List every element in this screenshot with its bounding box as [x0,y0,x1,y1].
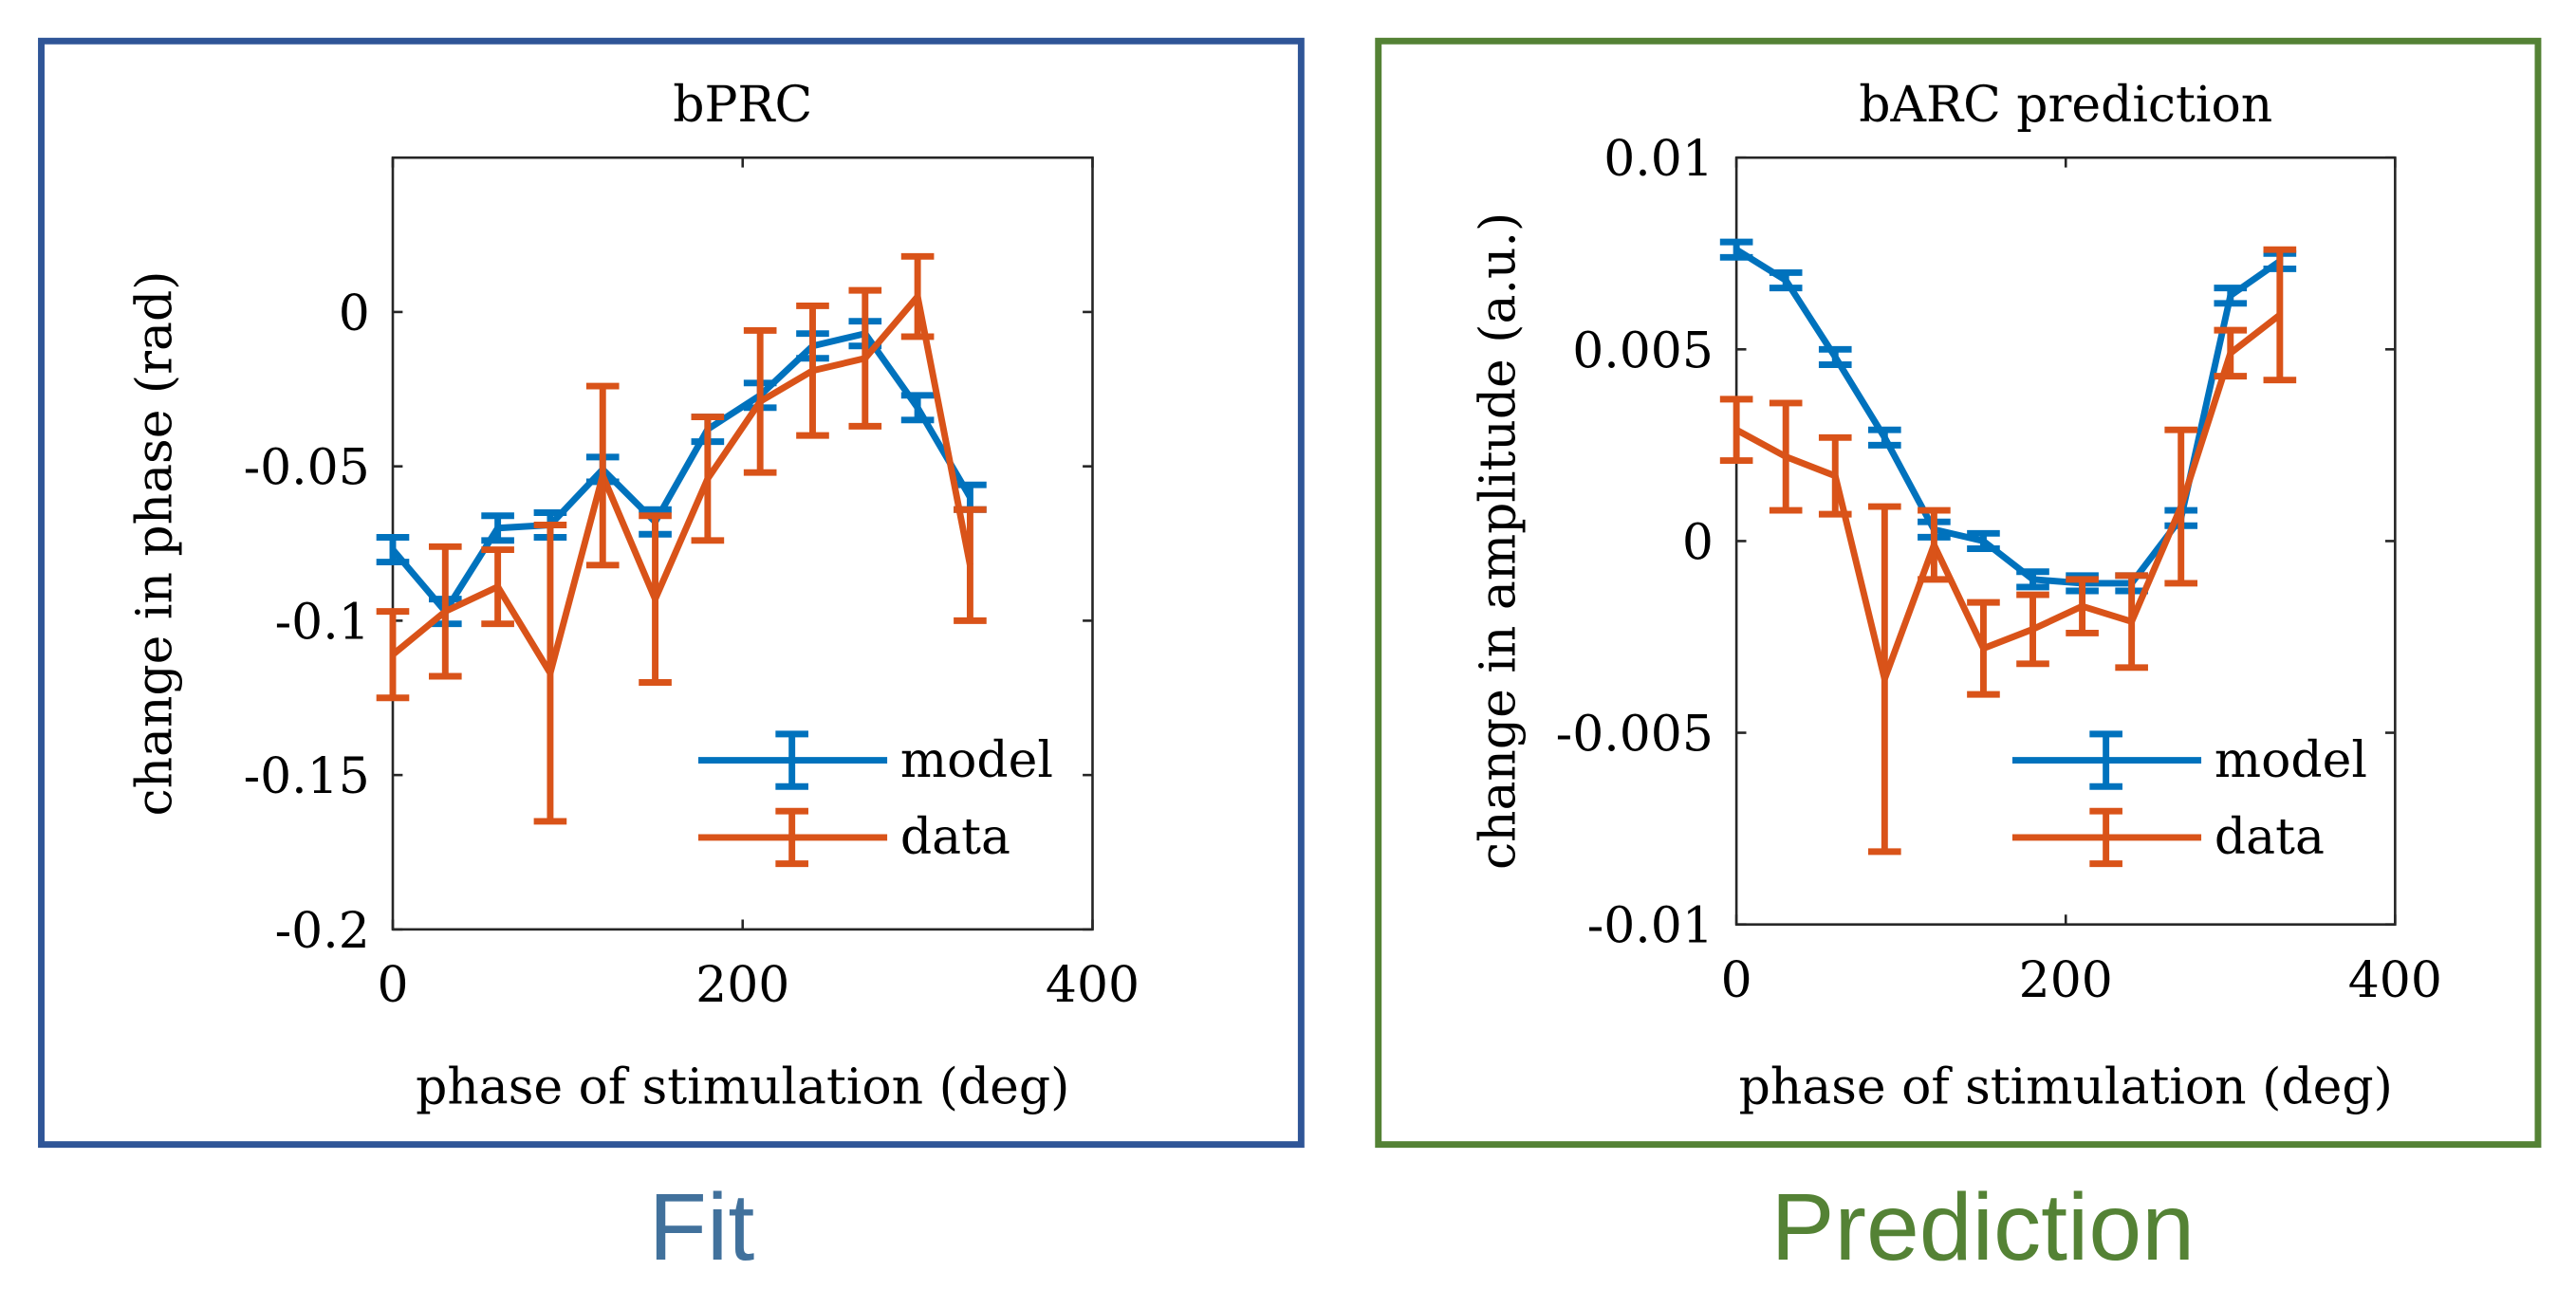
chart-title: bARC prediction [1859,77,2272,134]
data-errorbar [796,302,829,439]
y-tick-label: -0.05 [244,440,370,497]
model-errorbar [1868,426,1901,449]
x-tick-label: 0 [1721,952,1752,1009]
data-errorbar [848,286,882,430]
x-axis-label: phase of stimulation (deg) [1739,1059,2393,1115]
model-errorbar [481,512,514,544]
series-data [376,252,987,825]
y-tick-label: -0.005 [1556,707,1714,764]
legend-entry-model: model [2011,730,2367,790]
data-errorbar [2164,426,2198,587]
legend-label: model [900,732,1053,789]
legend-entry-model: model [697,730,1053,790]
model-errorbar [1719,238,1753,261]
x-tick-label: 200 [695,957,789,1014]
model-errorbar [900,392,935,424]
legend-entry-data: data [2011,807,2325,868]
y-axis-label: change in amplitude (a.u.) [1470,212,1527,870]
y-tick-label: 0.005 [1572,322,1714,379]
legend-label: data [2215,809,2325,866]
series-model [1719,238,2297,595]
y-tick-label: -0.01 [1587,898,1714,955]
x-axis-label: phase of stimulation (deg) [416,1059,1069,1115]
model-errorbar [2214,285,2248,307]
model-errorbar [1769,269,1803,292]
barc-chart: bARC prediction phase of stimulation (deg… [1470,77,2441,1115]
data-errorbar [639,512,672,686]
model-errorbar [1967,529,2000,552]
data-errorbar [954,506,987,624]
fit-panel-frame [38,37,1305,1149]
fit-caption: Fit [649,1174,755,1280]
data-errorbar [1918,506,1951,583]
series-data [1719,246,2297,856]
legend-label: model [2215,732,2367,789]
x-tick-label: 400 [2348,952,2442,1009]
bprc-chart: bPRC phase of stimulation (deg) change in … [126,77,1140,1115]
data-errorbar [2066,576,2099,636]
data-errorbar [585,382,620,569]
model-errorbar [376,534,410,566]
model-errorbar [2016,568,2049,591]
data-errorbar [1769,399,1803,514]
y-axis-label: change in phase (rad) [126,271,183,817]
data-errorbar [376,608,410,702]
y-tick-label: -0.15 [244,748,370,805]
x-tick-label: 200 [2019,952,2113,1009]
legend-label: data [900,809,1010,866]
plot-area [1734,156,2397,926]
data-errorbar [2115,572,2148,672]
model-errorbar [1818,345,1852,368]
legend-entry-data: data [697,807,1010,868]
y-tick-label: -0.1 [275,594,370,651]
data-errorbar [900,252,935,341]
y-tick-label: 0 [1682,514,1714,571]
x-tick-label: 400 [1046,957,1140,1014]
data-errorbar [1868,503,1901,856]
data-errorbar [428,543,462,680]
y-tick-label: 0 [339,285,370,342]
data-errorbar [533,522,567,825]
data-errorbar [691,414,725,544]
data-errorbar [1967,598,2000,698]
data-errorbar [2016,591,2049,668]
x-tick-label: 0 [377,957,408,1014]
prediction-panel-frame [1375,37,2542,1149]
y-tick-label: 0.01 [1603,131,1714,188]
y-tick-label: -0.2 [275,903,370,960]
data-errorbar [2214,326,2248,380]
data-errorbar [481,546,514,628]
data-line [390,293,973,677]
data-errorbar [743,326,777,476]
data-errorbar [2263,246,2297,384]
data-line [1734,312,2282,683]
chart-title: bPRC [673,77,812,134]
prediction-caption: Prediction [1771,1174,2195,1280]
data-errorbar [1818,433,1852,518]
data-errorbar [1719,396,1753,465]
